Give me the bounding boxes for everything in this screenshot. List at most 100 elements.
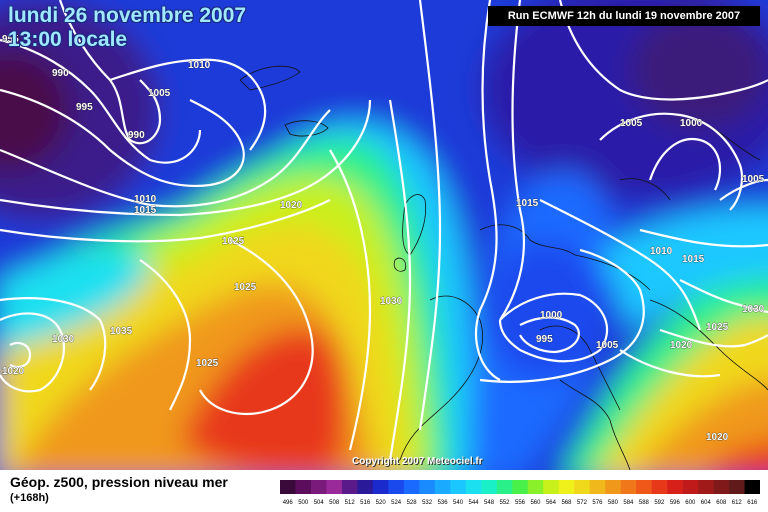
legend-swatch <box>465 480 482 494</box>
legend-value: 572 <box>577 500 588 506</box>
coastlines <box>239 65 768 470</box>
isobar-label: 995 <box>76 102 93 113</box>
legend-value: 580 <box>608 500 619 506</box>
legend-value: 604 <box>701 500 712 506</box>
legend-swatch <box>682 480 699 494</box>
legend-swatch <box>372 480 389 494</box>
isobar-label: 990 <box>52 68 69 79</box>
legend-value: 592 <box>654 500 665 506</box>
legend-value: 616 <box>747 500 758 506</box>
legend-value: 612 <box>732 500 743 506</box>
color-scale-legend: 496 500 504 508 512 516 520 524 528 532 536 540 544 5… <box>280 480 760 506</box>
isobar-labels: 955 990 995 1005 1010 990 1010 1015 1020… <box>2 34 765 444</box>
isobar-label: 1005 <box>620 118 643 129</box>
legend-swatch <box>280 480 296 494</box>
isobar-label: 1025 <box>222 236 245 247</box>
legend-value: 528 <box>407 500 418 506</box>
legend-swatch <box>744 480 760 494</box>
legend-swatch <box>481 480 498 494</box>
legend-swatch <box>450 480 467 494</box>
legend-swatch <box>341 480 358 494</box>
isobar-label: 1030 <box>52 334 75 345</box>
legend-swatch <box>527 480 544 494</box>
legend-value: 536 <box>438 500 449 506</box>
isobar-label: 1005 <box>742 174 765 185</box>
legend-value: 608 <box>716 500 727 506</box>
legend-value: 532 <box>422 500 433 506</box>
legend-value: 564 <box>546 500 557 506</box>
legend-swatch <box>512 480 529 494</box>
isobar-label: 1025 <box>196 358 219 369</box>
legend-value: 544 <box>469 500 480 506</box>
isobar-label: 1000 <box>540 310 563 321</box>
legend-swatch <box>729 480 745 494</box>
isobar-label: 1025 <box>234 282 257 293</box>
isobar-label: 955 <box>2 34 19 45</box>
legend-swatch <box>496 480 513 494</box>
legend-value: 504 <box>314 500 325 506</box>
geopotential-map: 955 990 995 1005 1010 990 1010 1015 1020… <box>0 0 768 470</box>
isobar-label: 1015 <box>134 205 157 216</box>
legend-value: 576 <box>592 500 603 506</box>
legend-value: 552 <box>500 500 511 506</box>
forecast-range: (+168h) <box>10 492 49 504</box>
isobar-label: 1005 <box>596 340 619 351</box>
legend-swatch <box>357 480 374 494</box>
legend-value: 596 <box>670 500 681 506</box>
isobar-label: 1010 <box>188 60 211 71</box>
legend-swatch <box>403 480 420 494</box>
isobar-label: 995 <box>536 334 553 345</box>
isobar-label: 1020 <box>2 366 25 377</box>
legend-swatch <box>713 480 730 494</box>
legend-value: 588 <box>639 500 650 506</box>
isobar-label: 1015 <box>682 254 705 265</box>
isobars <box>0 0 768 460</box>
isobar-label: 1035 <box>110 326 133 337</box>
isobar-label: 1030 <box>742 304 765 315</box>
legend-swatch <box>310 480 327 494</box>
isobar-label: 1020 <box>706 432 729 443</box>
map-title: Géop. z500, pression niveau mer <box>10 474 228 490</box>
isobar-label: 1005 <box>148 88 171 99</box>
legend-swatch <box>326 480 343 494</box>
legend-value: 508 <box>329 500 340 506</box>
legend-value: 548 <box>484 500 495 506</box>
legend-swatch <box>589 480 606 494</box>
legend-value: 516 <box>360 500 371 506</box>
isobar-label: 990 <box>128 130 145 141</box>
legend-swatch <box>667 480 683 494</box>
legend-value: 584 <box>623 500 634 506</box>
legend-swatch <box>651 480 668 494</box>
legend-swatch <box>574 480 590 494</box>
forecast-time: 13:00 locale <box>8 28 128 51</box>
isobar-label: 1015 <box>516 198 539 209</box>
legend-value: 560 <box>530 500 541 506</box>
legend-swatch <box>636 480 652 494</box>
legend-value: 512 <box>345 500 356 506</box>
isobar-label: 1000 <box>680 118 703 129</box>
legend-value: 496 <box>283 500 294 506</box>
legend-swatch <box>698 480 714 494</box>
geopotential-field <box>0 0 768 470</box>
legend-swatch <box>558 480 575 494</box>
isobar-label: 1010 <box>134 194 157 205</box>
isobar-label: 1030 <box>380 296 403 307</box>
legend-value: 600 <box>685 500 696 506</box>
isobar-label: 1010 <box>650 246 673 257</box>
legend-swatch <box>605 480 621 494</box>
isobar-label: 1020 <box>670 340 693 351</box>
legend-swatch <box>434 480 451 494</box>
copyright-text: Copyright 2007 Meteociel.fr <box>352 456 483 467</box>
legend-swatch <box>543 480 560 494</box>
legend-swatch <box>388 480 405 494</box>
forecast-date: lundi 26 novembre 2007 <box>8 4 247 27</box>
run-info-label: Run ECMWF 12h du lundi 19 novembre 2007 <box>488 6 760 26</box>
legend-value: 500 <box>298 500 309 506</box>
legend-value: 540 <box>453 500 464 506</box>
legend-value: 568 <box>561 500 572 506</box>
legend-swatch <box>295 480 312 494</box>
isobar-label: 1025 <box>706 322 729 333</box>
legend-swatch <box>419 480 436 494</box>
legend-value: 556 <box>515 500 526 506</box>
